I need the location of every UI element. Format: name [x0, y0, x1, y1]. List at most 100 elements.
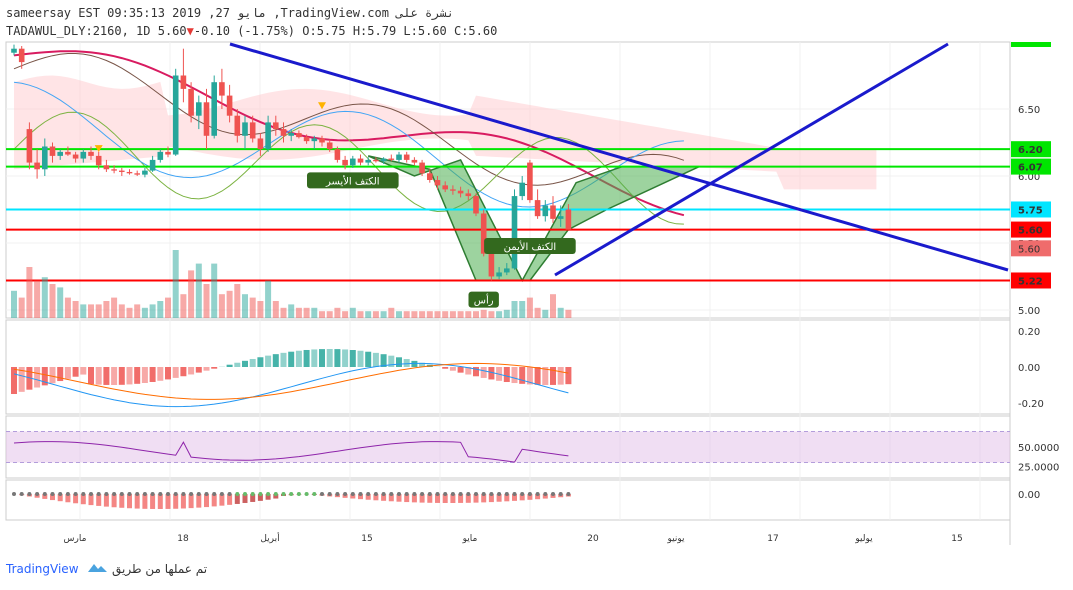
volume-bar: [157, 301, 163, 318]
candle-body: [404, 155, 410, 160]
volume-bar: [11, 291, 17, 318]
osc-dot: [43, 492, 47, 496]
volume-bar: [127, 308, 133, 318]
macd-histogram-bar: [519, 367, 525, 384]
time-tick-label: مارس: [64, 534, 87, 544]
candle-body: [396, 155, 402, 160]
candle-body: [104, 165, 110, 169]
volume-bar: [365, 311, 371, 318]
volume-bar: [219, 294, 225, 318]
osc-dot: [536, 492, 540, 496]
candle-body: [543, 205, 549, 216]
candle-body: [250, 122, 256, 138]
osc-dot: [228, 492, 232, 496]
macd-histogram-bar: [188, 367, 194, 374]
volume-bar: [173, 250, 179, 318]
candle-body: [173, 75, 179, 154]
macd-histogram-bar: [11, 367, 17, 394]
volume-bar: [388, 308, 394, 318]
macd-histogram-bar: [373, 353, 379, 367]
macd-histogram-bar: [134, 367, 140, 384]
candle-body: [73, 155, 79, 159]
candle-body: [96, 156, 102, 165]
volume-bar: [512, 301, 518, 318]
price-pane[interactable]: 5.005.506.006.506.206.075.755.605.225.60…: [6, 42, 1051, 545]
osc-dot: [220, 492, 224, 496]
candle-body: [342, 160, 348, 165]
osc-dot: [382, 492, 386, 496]
macd-histogram-bar: [481, 367, 487, 378]
volume-bar: [488, 311, 494, 318]
volume-bar: [550, 294, 556, 318]
osc-dot: [312, 492, 316, 496]
volume-bar: [342, 311, 348, 318]
macd-histogram-bar: [442, 367, 448, 369]
time-tick-label: 17: [767, 534, 778, 544]
macd-histogram-bar: [296, 351, 302, 367]
volume-bar: [111, 298, 117, 318]
osc-dot: [27, 492, 31, 496]
macd-histogram-bar: [265, 356, 271, 367]
macd-histogram-bar: [273, 354, 279, 367]
osc-dot: [166, 492, 170, 496]
candle-body: [296, 133, 302, 137]
candle-body: [127, 172, 133, 173]
volume-bar: [565, 310, 571, 318]
candle-body: [227, 96, 233, 116]
macd-histogram-bar: [396, 357, 402, 367]
volume-bar: [273, 301, 279, 318]
volume-bar: [381, 311, 387, 318]
volume-bar: [435, 311, 441, 318]
osc-bar: [158, 494, 163, 509]
oscillator-pane[interactable]: 0.00: [12, 490, 1040, 509]
volume-bar: [165, 298, 171, 318]
volume-bar: [142, 308, 148, 318]
osc-dot: [351, 492, 355, 496]
osc-dot: [436, 492, 440, 496]
macd-histogram-bar: [311, 349, 317, 367]
macd-pane[interactable]: 0.200.00-0.20: [11, 327, 1044, 410]
macd-histogram-bar: [242, 361, 248, 367]
volume-bar: [411, 311, 417, 318]
candle-body: [327, 142, 333, 149]
macd-tick-label: -0.20: [1018, 399, 1044, 410]
osc-dot: [513, 492, 517, 496]
candle-body: [242, 122, 248, 135]
osc-bar: [135, 494, 140, 509]
volume-bar: [265, 281, 271, 318]
osc-dot: [58, 492, 62, 496]
macd-histogram-bar: [250, 359, 256, 367]
osc-dot: [289, 492, 293, 496]
macd-histogram-bar: [450, 367, 456, 371]
macd-histogram-bar: [350, 350, 356, 367]
osc-dot: [212, 492, 216, 496]
osc-dot: [181, 492, 185, 496]
level-tag-label: 5.22: [1018, 276, 1043, 287]
candle-body: [373, 160, 379, 161]
macd-histogram-bar: [227, 365, 233, 367]
osc-dot: [128, 492, 132, 496]
osc-dot: [20, 492, 24, 496]
volume-bar: [296, 308, 302, 318]
volume-bar: [227, 291, 233, 318]
osc-dot: [258, 492, 262, 496]
osc-dot: [566, 492, 570, 496]
volume-bar: [373, 311, 379, 318]
candle-body: [489, 254, 495, 277]
candle-body: [235, 116, 241, 136]
osc-dot: [420, 492, 424, 496]
osc-dot: [335, 492, 339, 496]
volume-bar: [481, 310, 487, 318]
macd-histogram-bar: [119, 367, 125, 385]
osc-dot: [205, 492, 209, 496]
osc-dot: [405, 492, 409, 496]
volume-bar: [419, 311, 425, 318]
osc-bar: [166, 494, 171, 509]
osc-bar: [150, 494, 155, 509]
osc-dot: [274, 492, 278, 496]
pattern-label: رأس: [474, 294, 494, 307]
macd-histogram-bar: [73, 367, 79, 377]
candle-body: [319, 138, 325, 142]
